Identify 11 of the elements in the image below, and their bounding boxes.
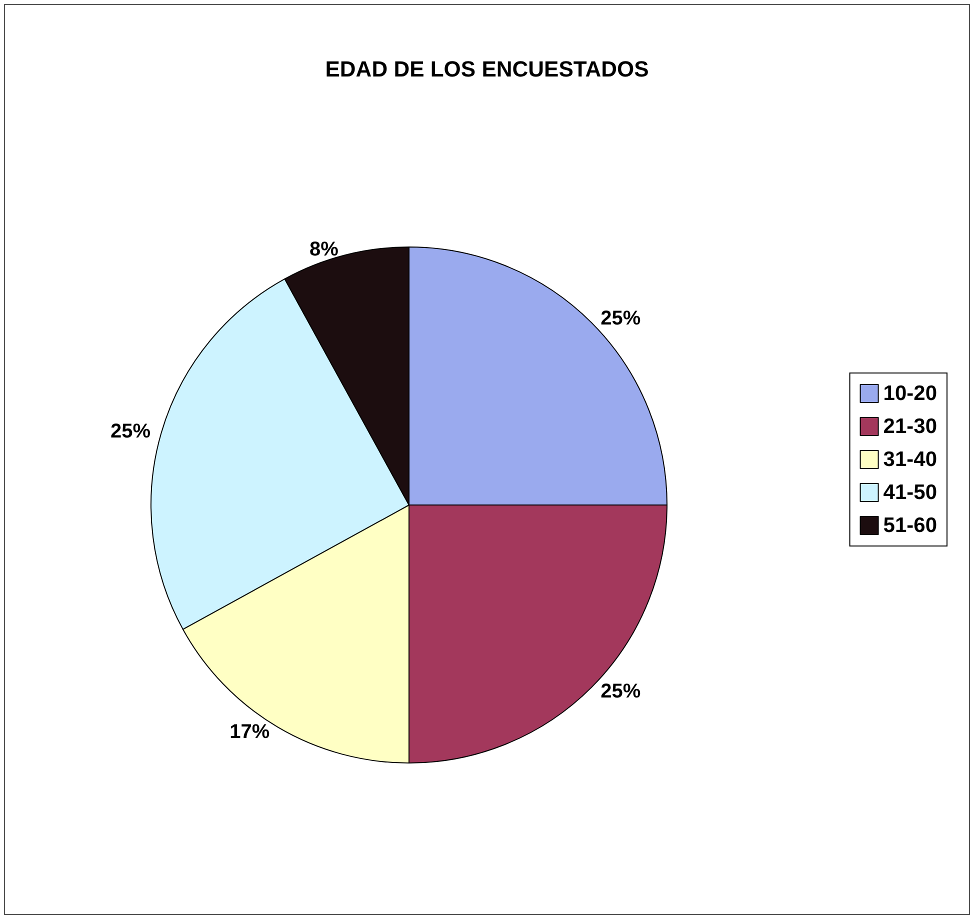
data-label: 25% — [600, 307, 641, 330]
data-label: 25% — [600, 680, 641, 703]
data-label: 8% — [309, 238, 339, 260]
legend-label: 21-30 — [883, 415, 938, 438]
legend-label: 10-20 — [883, 382, 938, 405]
legend-label: 31-40 — [883, 448, 938, 471]
chart-title: EDAD DE LOS ENCUESTADOS — [325, 56, 649, 82]
legend-label: 41-50 — [883, 481, 938, 504]
data-label: 17% — [230, 721, 270, 744]
legend-label: 51-60 — [883, 514, 938, 537]
data-label: 25% — [110, 420, 151, 442]
